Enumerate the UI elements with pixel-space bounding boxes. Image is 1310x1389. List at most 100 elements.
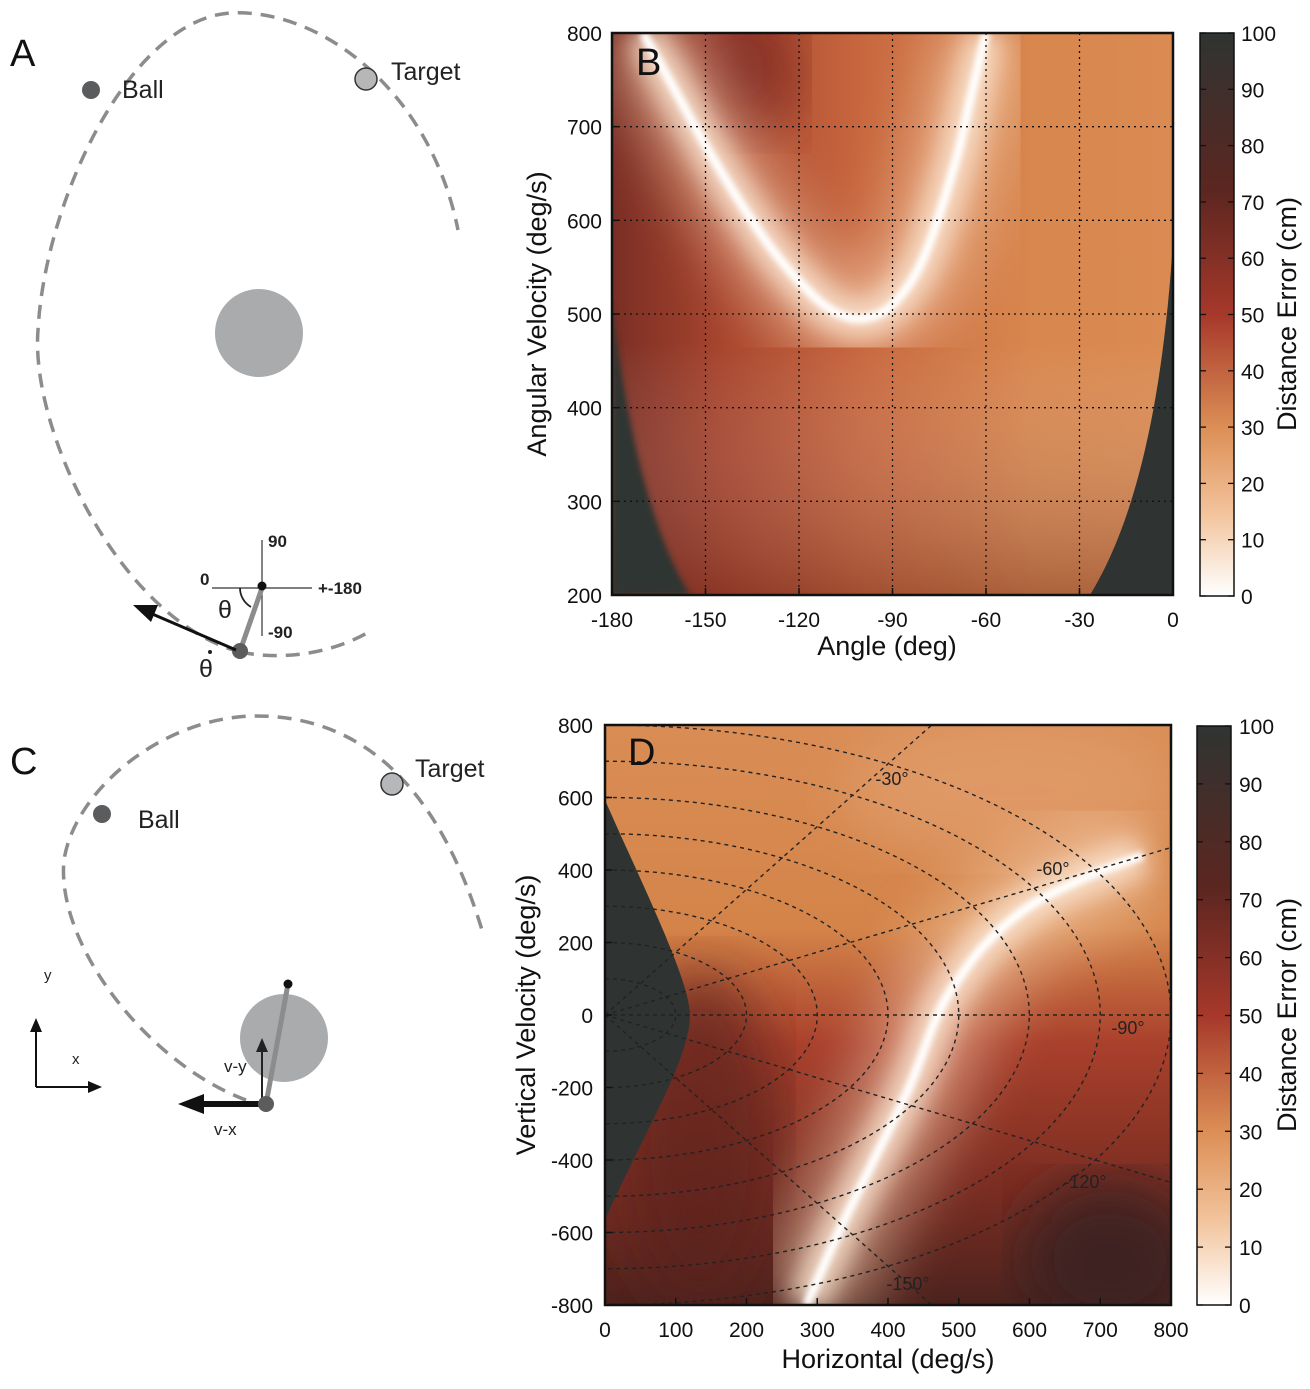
panel-a-axis-0: 0 <box>200 570 209 589</box>
panel-d-x-tick-label: 700 <box>1083 1319 1118 1342</box>
panel-b: B -180 -150 -120 -90 -60 -30 02003004005006007… <box>522 23 1302 661</box>
panel-c-target-label: Target <box>415 755 485 783</box>
panel-b-colorbar-tick-label: 60 <box>1241 248 1264 271</box>
panel-d-colorbar-tick-label: 90 <box>1239 774 1262 797</box>
panel-c-x-label: x <box>72 1051 80 1068</box>
panel-d-angle-label: -30° <box>875 769 908 789</box>
panel-d-colorbar-tick-label: 40 <box>1239 1063 1262 1086</box>
panel-a-axis-90: 90 <box>268 532 287 551</box>
panel-d-x-tick-label: 100 <box>658 1319 693 1342</box>
panel-d-heatmap <box>605 725 1171 1305</box>
panel-a-theta-dot: θ <box>199 655 213 683</box>
panel-b-colorbar-tick-label: 20 <box>1241 473 1264 496</box>
panel-d-lower-right-dark-area <box>1020 1180 1171 1305</box>
panel-a-orbit <box>35 11 460 654</box>
panel-a-theta-dot-mark <box>208 650 212 654</box>
panel-b-x-tick-label: -120 <box>778 609 820 632</box>
panel-b-x-tick-label: -30 <box>1064 609 1094 632</box>
panel-b-colorbar-tick-label: 100 <box>1241 23 1276 46</box>
panel-c-ball-label: Ball <box>138 806 180 834</box>
panel-a-angle-arc <box>239 587 252 608</box>
panel-c-letter: C <box>10 741 37 783</box>
panel-b-y-tick-label: 400 <box>567 398 602 421</box>
panel-b-colorbar-tick-label: 70 <box>1241 192 1264 215</box>
panel-c-target <box>380 772 404 796</box>
panel-d-colorbar-tick-label: 0 <box>1239 1295 1251 1318</box>
panel-c-vx-label: v-x <box>214 1120 237 1139</box>
panel-d-x-tick-label: 400 <box>870 1319 905 1342</box>
panel-b-y-tick-label: 800 <box>567 23 602 46</box>
panel-b-y-tick-label: 600 <box>567 210 602 233</box>
panel-d-x-tick-label: 0 <box>599 1319 611 1342</box>
panel-c-vx-arrowhead <box>178 1094 204 1114</box>
panel-d-angle-ray <box>605 1014 1171 1184</box>
panel-d-angle-label: -90° <box>1111 1018 1144 1038</box>
panel-d-letter: D <box>628 732 655 774</box>
panel-c-orbit <box>61 714 484 1109</box>
panel-d-xlabel: Horizontal (deg/s) <box>781 1344 994 1374</box>
panel-b-colorbar-tick-label: 90 <box>1241 79 1264 102</box>
panel-b-dark-right-region <box>1090 240 1173 595</box>
panel-c-x-axis-arrowhead <box>88 1081 102 1093</box>
panel-a-theta: θ <box>218 596 232 624</box>
panel-b-grid <box>612 33 1173 595</box>
panel-d-y-tick-label: 400 <box>558 860 593 883</box>
panel-d-speed-contour <box>605 833 960 1197</box>
panel-d: D -30°-60°-90°-120°-150° 0 100 200 300 400 50… <box>511 715 1302 1374</box>
panel-d-colorbar-tick-label: 60 <box>1239 948 1262 971</box>
panel-b-colorbar-tick-label: 10 <box>1241 530 1264 553</box>
panel-d-colorbar-ticks: 0 10 20 30 40 50 60 70 80 90 100 <box>1197 716 1274 1318</box>
panel-c-pendulum-ball <box>258 1096 274 1112</box>
panel-b-x-tick-label: 0 <box>1167 609 1179 632</box>
panel-b-heatmap <box>612 33 1173 595</box>
panel-d-y-tick-label: 0 <box>581 1005 593 1028</box>
panel-d-colorbar-tick-label: 30 <box>1239 1121 1262 1144</box>
panel-b-dark-left-region <box>612 300 690 595</box>
panel-a-orbit-tail <box>239 628 373 658</box>
panel-d-angle-ray <box>605 846 1171 1016</box>
panel-a-axis-180: +-180 <box>318 579 362 598</box>
panel-d-colorbar-tick-label: 80 <box>1239 832 1262 855</box>
panel-d-x-tick-label: 500 <box>941 1319 976 1342</box>
panel-a-pendulum-rod <box>237 587 265 652</box>
panel-d-angle-ray <box>605 1014 933 1305</box>
panel-d-dark-left-region <box>605 800 690 1220</box>
panel-d-colorbar-tick-label: 20 <box>1239 1179 1262 1202</box>
panel-a-target-label: Target <box>391 58 461 86</box>
panel-a-ball-label: Ball <box>122 76 164 104</box>
panel-b-letter: B <box>636 42 661 84</box>
panel-d-y-tick-label: -600 <box>551 1223 593 1246</box>
panel-a-pendulum-ball <box>232 643 248 659</box>
panel-a-axis-minus90: -90 <box>268 623 293 642</box>
panel-b-ylabel: Angular Velocity (deg/s) <box>522 171 552 456</box>
panel-a-velocity-arrow <box>149 611 237 652</box>
panel-d-angle-ray <box>605 725 933 1016</box>
panel-d-speed-contour <box>605 725 1171 1305</box>
panel-d-y-tick-label: -400 <box>551 1150 593 1173</box>
panel-c-pivot <box>283 979 293 989</box>
panel-d-colorbar-label: Distance Error (cm) <box>1272 898 1302 1132</box>
panel-b-x-tick-label: -90 <box>877 609 907 632</box>
panel-d-speed-contour <box>605 941 748 1089</box>
panel-d-colorbar-tick-label: 70 <box>1239 890 1262 913</box>
panel-d-colorbar-tick-label: 10 <box>1239 1237 1262 1260</box>
panel-a-letter: A <box>10 33 36 75</box>
panel-d-y-tick-label: 600 <box>558 788 593 811</box>
panel-d-x-tick-label: 600 <box>1012 1319 1047 1342</box>
panel-d-x-tick-label: 200 <box>729 1319 764 1342</box>
panel-c-vy-label: v-y <box>224 1057 247 1076</box>
panel-b-colorbar-tick-label: 0 <box>1241 586 1253 609</box>
panel-a-planet <box>215 289 303 377</box>
panel-b-colorbar-tick-label: 80 <box>1241 136 1264 159</box>
panel-b-x-tick-label: -150 <box>684 609 726 632</box>
panel-c: C Ball Target v-y v-x y x <box>10 714 485 1139</box>
panel-b-x-tick-label: -60 <box>971 609 1001 632</box>
panel-d-angle-labels: -30° -60° -90° -120° -150° <box>875 769 1144 1294</box>
panel-b-colorbar-ticks: 0 10 20 30 40 50 60 70 80 90 100 <box>1200 23 1276 609</box>
panel-c-ball <box>93 805 111 823</box>
panel-d-angle-label: -60° <box>1036 859 1069 879</box>
panel-d-y-tick-label: 200 <box>558 933 593 956</box>
panel-d-x-tick-label: 300 <box>800 1319 835 1342</box>
panel-d-colorbar-tick-label: 100 <box>1239 716 1274 739</box>
